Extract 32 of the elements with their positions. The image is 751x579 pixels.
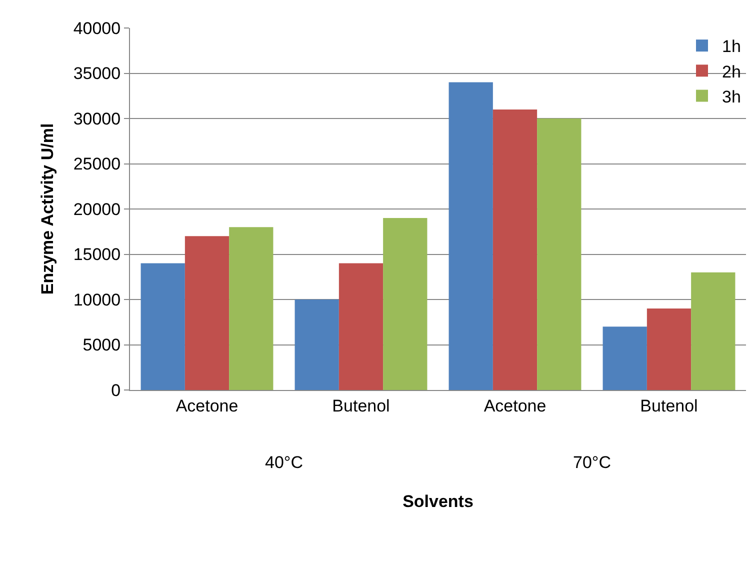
x-tick-label: Acetone xyxy=(176,396,238,416)
legend-label: 2h xyxy=(722,62,741,82)
bar xyxy=(492,109,538,390)
y-tick-label: 5000 xyxy=(82,336,121,355)
x-tick-label: Butenol xyxy=(332,396,390,416)
y-tick-label: 20000 xyxy=(73,200,121,219)
bar xyxy=(646,308,692,390)
bar xyxy=(383,218,428,390)
text: 40°C xyxy=(265,453,303,472)
y-tick-label: 15000 xyxy=(73,245,121,264)
y-tick-label: 0 xyxy=(111,380,121,400)
bar xyxy=(602,326,647,390)
bar xyxy=(537,118,582,390)
x-axis-title: Solvents xyxy=(402,492,474,511)
y-tick-label: 25000 xyxy=(73,154,121,174)
y-tick-label: 35000 xyxy=(73,64,121,84)
bar xyxy=(338,263,384,390)
y-tick-label: 30000 xyxy=(73,109,121,128)
bar xyxy=(140,263,185,390)
y-axis-title: Enzyme Activity U/ml xyxy=(38,123,57,295)
x-tick-label: Acetone xyxy=(484,396,546,416)
bar xyxy=(448,82,493,390)
bar xyxy=(294,300,339,390)
bar xyxy=(229,227,274,390)
text: 70°C xyxy=(573,453,611,472)
legend-label: 3h xyxy=(722,87,741,106)
x-tick-label: Butenol xyxy=(640,396,698,416)
y-tick-label: 40000 xyxy=(73,18,121,38)
bar xyxy=(184,236,230,390)
y-tick-label: 10000 xyxy=(73,290,121,310)
legend-label: 1h xyxy=(722,37,741,56)
bar xyxy=(691,272,736,390)
